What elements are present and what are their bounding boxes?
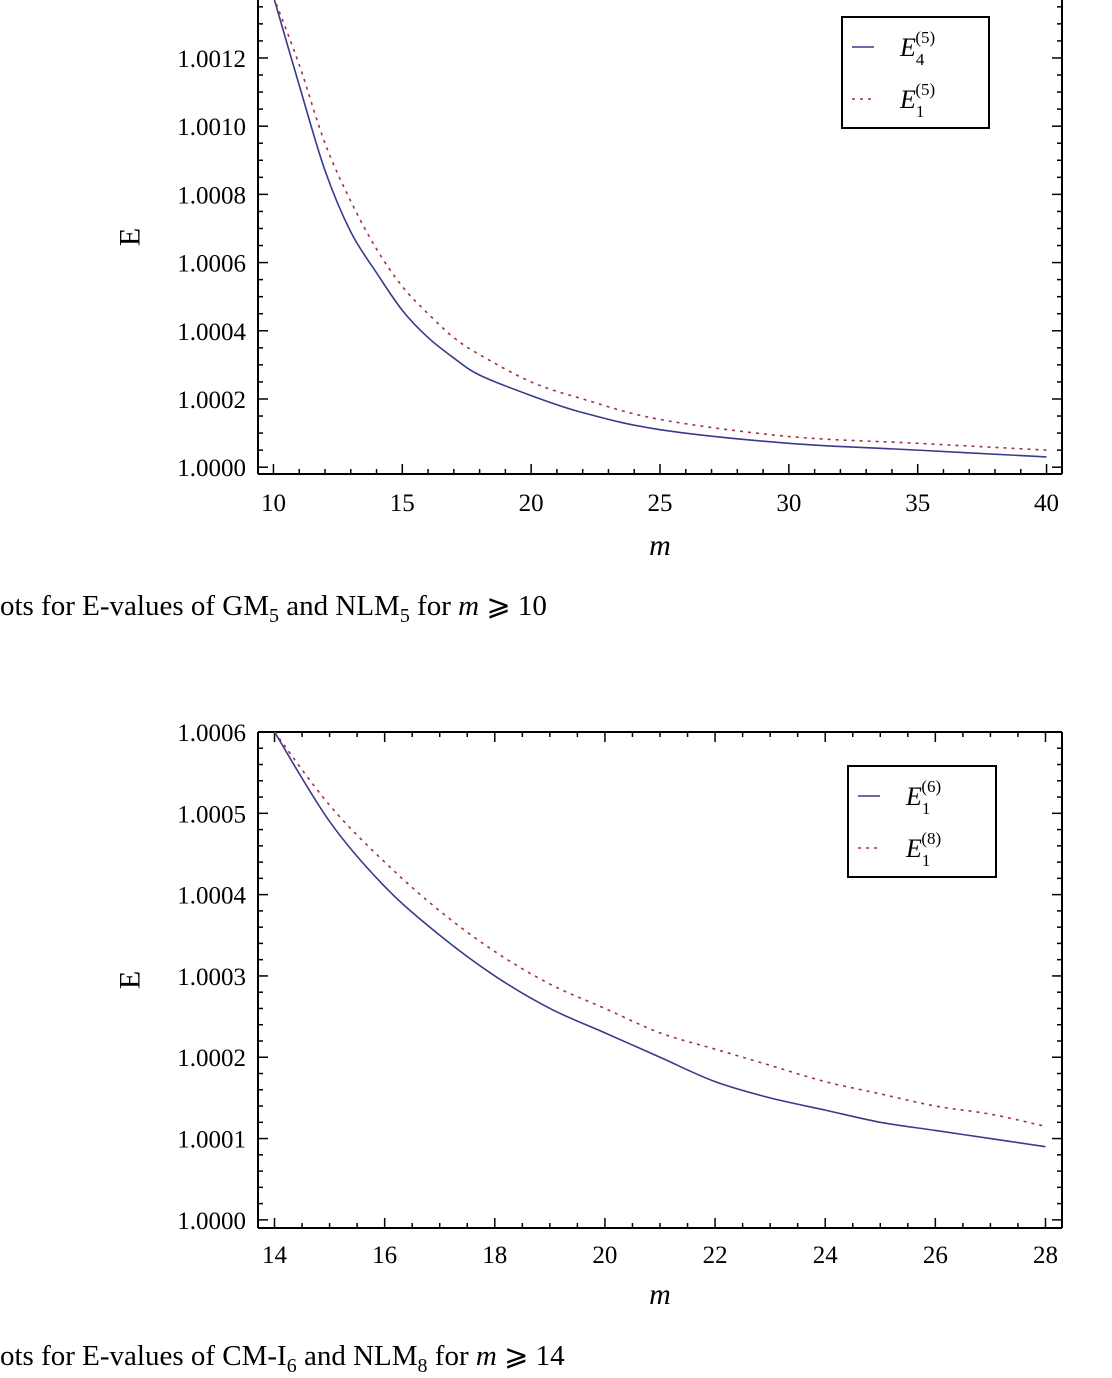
x-tick-label: 30: [776, 490, 801, 517]
y-tick-label: 1.0005: [177, 801, 246, 828]
x-tick-label: 25: [648, 490, 673, 517]
y-tick-label: 1.0008: [177, 182, 246, 209]
series-line: [273, 731, 1046, 1128]
legend: E4(5) E1(5): [841, 16, 990, 129]
legend-entry: E4(5): [899, 28, 935, 69]
legend-entry: E1(6): [905, 777, 941, 818]
figure-caption-2: ots for E-values of CM-I6 and NLM8 for m…: [0, 1340, 565, 1377]
y-tick-label: 1.0000: [177, 1208, 246, 1235]
y-tick-label: 1.0010: [177, 114, 246, 141]
x-tick-label: 35: [905, 490, 930, 517]
y-tick-label: 1.0002: [177, 1045, 246, 1072]
x-tick-label: 40: [1034, 490, 1059, 517]
legend-entry: E1(8): [905, 829, 941, 870]
y-tick-label: 1.0006: [177, 251, 246, 278]
x-tick-label: 26: [923, 1242, 948, 1269]
y-tick-label: 1.0006: [177, 720, 246, 747]
y-tick-label: 1.0004: [177, 319, 246, 346]
figure-caption-1: ots for E-values of GM5 and NLM5 for m ⩾…: [0, 590, 547, 627]
x-tick-label: 14: [262, 1242, 288, 1269]
y-tick-label: 1.0003: [177, 964, 246, 991]
series-line: [273, 731, 1046, 1148]
series-line: [273, 0, 1047, 458]
x-tick-label: 22: [703, 1242, 728, 1269]
chart-e-values-gm5-nlm5: 10 15 20 25 30 35 40 1.0000 1.0002 1.0004 1.0006 1.…: [114, 0, 1063, 562]
legend: E1(6) E1(8): [847, 765, 997, 878]
x-axis-title: m: [649, 1278, 671, 1311]
x-tick-label: 20: [519, 490, 544, 517]
y-tick-label: 1.0004: [177, 883, 246, 910]
x-axis-title: m: [649, 529, 671, 562]
x-tick-label: 24: [813, 1242, 839, 1269]
legend-entry: E1(5): [899, 80, 935, 121]
legend-box: [847, 765, 997, 878]
x-tick-label: 28: [1033, 1242, 1058, 1269]
y-tick-label: 1.0002: [177, 387, 246, 414]
x-tick-label: 18: [482, 1242, 507, 1269]
legend-box: [841, 16, 990, 129]
y-tick-label: 1.0012: [177, 46, 246, 73]
x-tick-label: 20: [592, 1242, 617, 1269]
y-tick-label: 1.0001: [177, 1127, 246, 1154]
y-tick-label: 1.0000: [177, 455, 246, 482]
y-axis-title: E: [114, 228, 147, 246]
x-tick-label: 16: [372, 1242, 397, 1269]
x-tick-label: 10: [261, 490, 286, 517]
y-axis-title: E: [114, 971, 147, 989]
x-tick-label: 15: [390, 490, 415, 517]
chart-e-values-cm-i6-nlm8: 14 16 18 20 22 24 26 28 1.0000 1.0001 1.0002 1.0003…: [114, 720, 1063, 1311]
